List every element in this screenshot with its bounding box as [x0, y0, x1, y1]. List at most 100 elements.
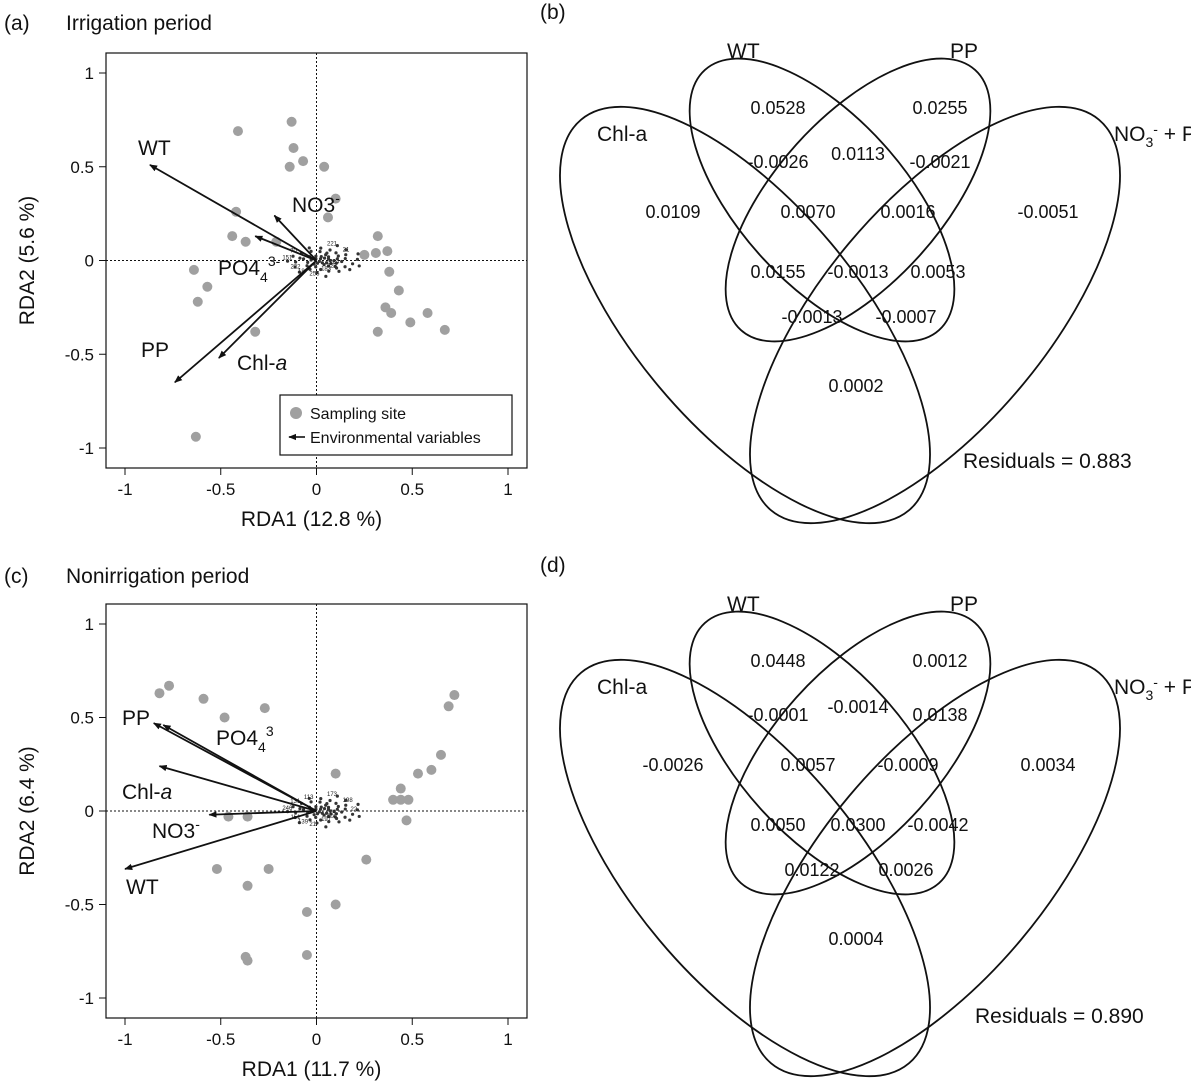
- x-axis-title: RDA1 (11.7 %): [242, 1058, 382, 1081]
- sampling-site-point: [384, 266, 395, 277]
- x-tick-label: -1: [117, 1030, 132, 1049]
- rda-panel-c: -1 -1 -0.5 -0.5 0 0 0.5 0.5 1 1 RDA1 (11.7 %) RDA2 …: [4, 565, 528, 1081]
- cluster-site-point: [291, 254, 295, 258]
- cluster-site-point: [336, 254, 340, 258]
- cluster-site-point: [322, 807, 327, 811]
- sampling-site-point: [242, 880, 253, 891]
- y-tick-label: -1: [79, 439, 94, 458]
- venn-value-wt-pp-no3po4: 0.0016: [880, 202, 935, 222]
- env-arrow-no3: [208, 810, 317, 818]
- sampling-site-point: [386, 308, 397, 318]
- cluster-site-point: [334, 251, 338, 255]
- cluster-site-point: [326, 807, 331, 811]
- cluster-site-point: [340, 259, 344, 264]
- legend-sites-label: Sampling site: [310, 406, 406, 423]
- ellipse-pp: [724, 57, 992, 343]
- cluster-site-point: [318, 800, 322, 804]
- sampling-site-point: [449, 690, 460, 701]
- sampling-site-point: [190, 431, 201, 442]
- sampling-site-point: [372, 326, 383, 337]
- rda-panel-a: -1 -1 -0.5 -0.5 0 0 0.5 0.5 1 1 RDA1 (12.8 %) RDA2 …: [4, 12, 528, 531]
- arrow-label-wt: WT: [126, 876, 159, 899]
- cluster-site-point: [324, 825, 328, 829]
- cluster-site-point: [355, 257, 360, 261]
- set-label-chl-a: Chl-a: [597, 123, 648, 146]
- cluster-site-point: [325, 261, 329, 265]
- cluster-site-point: [307, 796, 311, 801]
- sampling-site-point: [250, 326, 261, 337]
- sampling-site-point: [422, 308, 433, 318]
- cluster-site-point: [355, 808, 360, 812]
- site-number-label: 256: [309, 271, 320, 277]
- venn-value-all: 0.0300: [830, 815, 885, 835]
- site-number-label: 246: [282, 806, 293, 812]
- sampling-site-point: [330, 768, 341, 779]
- y-tick-label: -1: [79, 989, 94, 1008]
- residuals-label: Residuals = 0.890: [975, 1005, 1144, 1028]
- cluster-site-point: [309, 800, 313, 804]
- sampling-site-point: [361, 854, 372, 865]
- ellipse-chl-a: [559, 658, 931, 1078]
- venn-value-no3-po4: 0.0034: [1020, 755, 1075, 775]
- cluster-site-point: [314, 265, 318, 269]
- set-label-chl-a: Chl-a: [597, 676, 648, 699]
- cluster-site-point: [350, 812, 355, 816]
- cluster-site-point: [357, 814, 361, 819]
- cluster-site-point: [335, 244, 339, 248]
- venn-value-chl-a-wt-no3po4: 0.0026: [878, 860, 933, 880]
- sampling-site-point: [202, 281, 213, 292]
- venn-value-chl-a-pp-no3po4: 0.0122: [784, 860, 839, 880]
- cluster-site-point: [301, 257, 306, 261]
- set-label-pp: PP: [950, 40, 978, 63]
- cluster-site-point: [325, 251, 329, 255]
- y-axis-title: RDA2 (6.4 %): [16, 746, 39, 876]
- panel-title: Nonirrigation period: [66, 565, 249, 588]
- x-tick-label: 0.5: [400, 1030, 424, 1049]
- cluster-site-point: [344, 798, 348, 802]
- set-label-wt: WT: [727, 593, 760, 616]
- venn-value-chl-a: -0.0026: [642, 755, 703, 775]
- sampling-site-point: [188, 264, 199, 275]
- cluster-site-point: [305, 264, 309, 268]
- arrow-label-po4: PO443: [216, 723, 274, 755]
- cluster-site-point: [298, 806, 302, 811]
- cluster-site-point: [326, 264, 331, 268]
- cluster-site-point: [297, 270, 302, 274]
- venn-value-chl-a-wt: -0.0001: [747, 705, 808, 725]
- y-tick-label: 0.5: [70, 158, 94, 177]
- venn-value-no3-po4: -0.0051: [1017, 202, 1078, 222]
- cluster-site-point: [343, 256, 347, 261]
- site-number-label: 21: [309, 822, 316, 828]
- legend: Sampling site Environmental variables: [279, 394, 513, 456]
- cluster-site-point: [293, 265, 297, 269]
- x-axis-title: RDA1 (12.8 %): [241, 508, 382, 531]
- sampling-site-point: [443, 701, 454, 712]
- site-number-label: 197: [321, 817, 332, 823]
- cluster-site-point: [325, 802, 329, 806]
- sampling-site-point: [284, 161, 295, 172]
- venn-value-pp-no3po4: -0.0021: [909, 152, 970, 172]
- sampling-site-point: [211, 863, 222, 874]
- y-tick-label: -0.5: [65, 345, 94, 364]
- env-arrow-wt: [149, 164, 317, 262]
- cluster-site-point: [314, 804, 318, 809]
- set-label-pp: PP: [950, 593, 978, 616]
- sampling-site-point: [388, 794, 399, 805]
- arrow-label-chla: Chl-a: [237, 352, 287, 375]
- sampling-site-point: [426, 764, 437, 775]
- env-arrow-chla: [218, 259, 318, 359]
- cluster-site-point: [319, 818, 323, 822]
- cluster-site-point: [328, 248, 332, 252]
- sampling-site-point: [232, 126, 243, 137]
- cluster-site-point: [328, 798, 332, 803]
- sampling-site-point: [330, 899, 341, 910]
- set-label-no3-po4: NO3- + PO43-: [1114, 674, 1191, 703]
- cluster-site-point: [334, 812, 338, 816]
- env-arrow-no3: [273, 214, 318, 262]
- sampling-site-point: [435, 749, 446, 760]
- sampling-site-point: [401, 815, 412, 826]
- site-number-label: 74: [329, 810, 336, 816]
- x-tick-label: -1: [117, 480, 132, 499]
- venn-value-chl-a: 0.0109: [645, 202, 700, 222]
